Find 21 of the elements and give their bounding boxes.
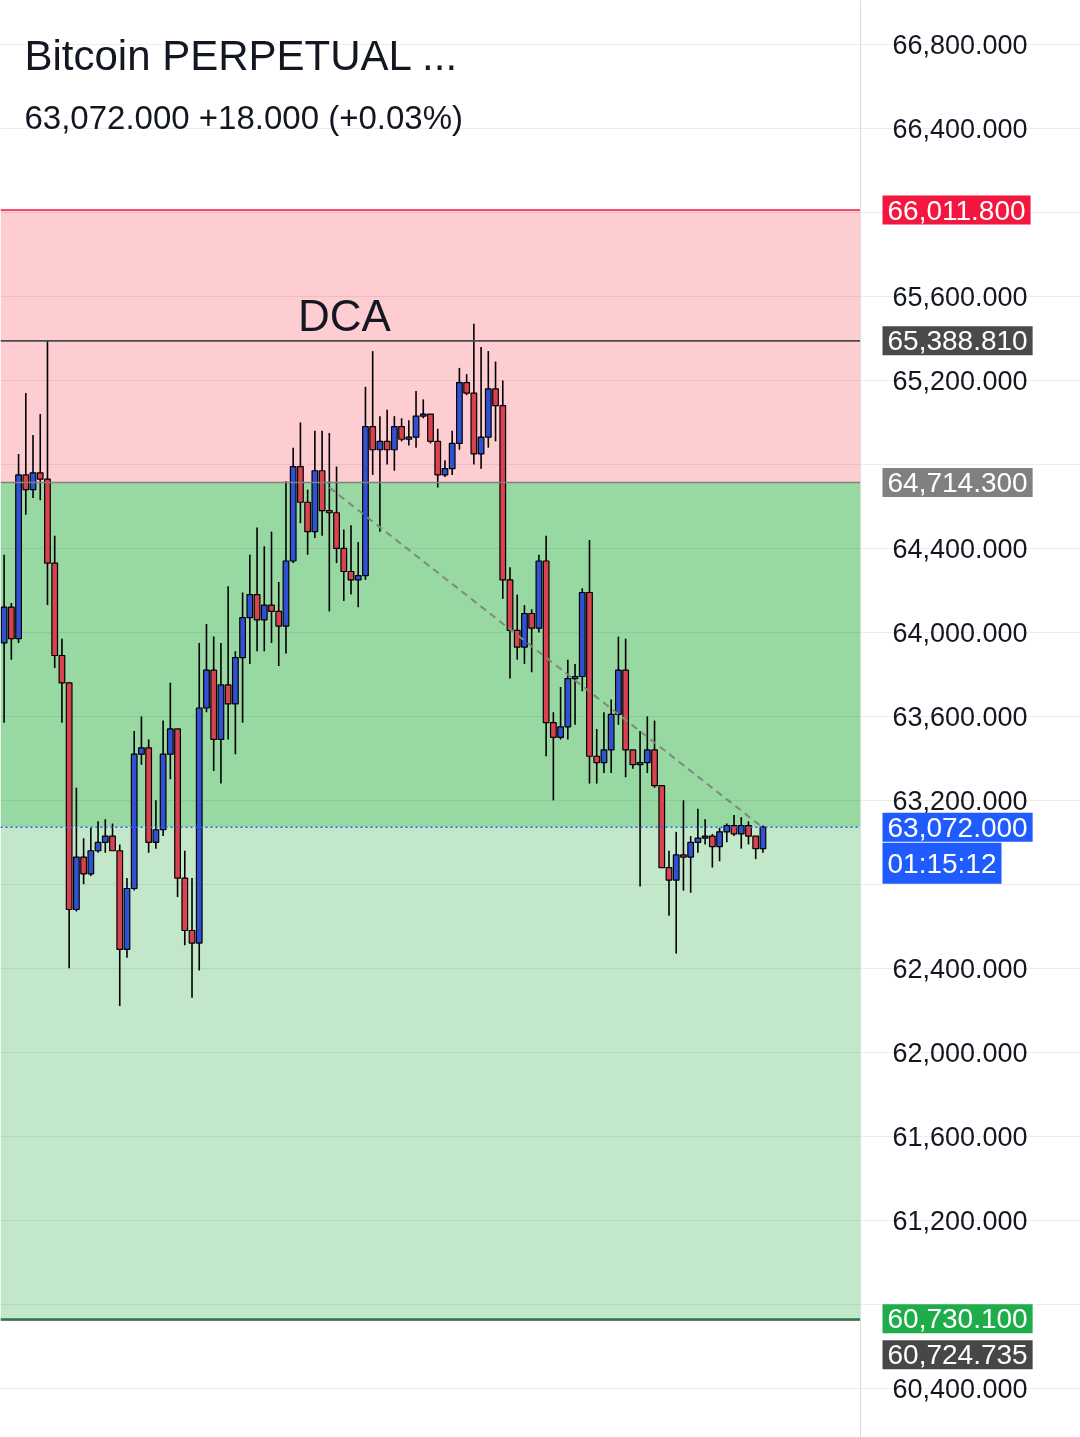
text: 63,072.000 +18.000 (+0.03%) [24,99,464,136]
y-tick-label: 60,400.000 [892,1373,1028,1404]
annotation: DCA [298,290,392,340]
ref-line-label: 65,388.810 [887,325,1028,357]
y-tick-label: 63,200.000 [892,785,1028,816]
ref-line-label: 64,714.300 [887,466,1028,498]
y-tick-label: 65,600.000 [892,282,1028,313]
ref-line-label: 66,011.800 [887,194,1026,226]
y-tick-label: 64,400.000 [892,533,1028,564]
y-tick-label: 66,800.000 [892,30,1028,61]
y-tick-label: 63,600.000 [892,701,1028,732]
y-tick-label: 61,200.000 [892,1205,1028,1236]
y-tick-label: 62,400.000 [892,953,1028,984]
y-tick-label: 66,400.000 [892,114,1028,145]
text: Bitcoin PERPETUAL ... [24,32,458,79]
y-tick-label: 64,000.000 [892,617,1028,648]
ref-line-label: 60,724.735 [887,1339,1028,1371]
y-tick-label: 65,200.000 [892,365,1028,396]
y-tick-label: 61,600.000 [892,1121,1028,1152]
ref-line-label: 60,730.100 [887,1303,1028,1335]
y-tick-label: 62,000.000 [892,1037,1028,1068]
